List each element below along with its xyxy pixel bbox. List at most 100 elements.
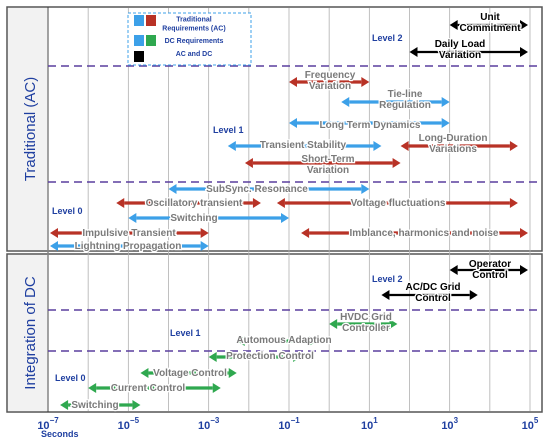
arrowhead-left [50, 241, 58, 251]
arrowhead-left [449, 20, 458, 30]
phenomenon-label: Lightning Propagation [75, 241, 182, 252]
x-tick-label: 105 [522, 416, 539, 432]
phenomenon-label: Current Control [111, 383, 186, 394]
level-label: Level 1 [170, 328, 201, 338]
arrowhead-right [361, 184, 370, 194]
phenomenon-label: Long Term Dynamics [320, 120, 421, 131]
arrowhead-left [50, 228, 58, 238]
arrowhead-left [227, 141, 236, 151]
phenomenon-hvdc-grid-controller: HVDC Grid Controller [329, 311, 398, 335]
phenomenon-transient-stability: Transient Stability [227, 139, 382, 152]
x-tick-label: 103 [441, 416, 458, 432]
phenomenon-label: Voltage fluctuations [351, 198, 446, 209]
arrowhead-right [373, 141, 382, 151]
arrowhead-right [520, 228, 528, 238]
phenomenon-voltage-control: Voltage Control [140, 367, 237, 380]
arrowhead-right [389, 319, 398, 329]
arrowhead-left [168, 184, 177, 194]
legend-label: Traditional Requirements (AC) [162, 17, 225, 33]
ac-section-label-bg [8, 8, 48, 250]
legend-swatch [134, 35, 144, 46]
phenomenon-label: SubSync. Resonance [206, 184, 308, 195]
x-tick-label: 10−7 [37, 416, 59, 432]
arrowhead-left [341, 97, 350, 107]
legend-label: AC and DC [176, 51, 213, 58]
phenomenon-oscillatory-transient: Oscillatory transient [116, 197, 261, 210]
phenomenon-label: Impulsive Transient [82, 228, 176, 239]
arrowhead-right [281, 213, 289, 223]
phenomenon-label: HVDC Grid Controller [340, 312, 392, 334]
arrowhead-left [244, 158, 253, 168]
phenomenon-label: Unit Commitment [459, 12, 521, 34]
phenomenon-impulsive-transient: Impulsive Transient [50, 227, 209, 240]
phenomenon-label: Short-Term Variation [301, 154, 354, 176]
phenomenon-label: Oscillatory transient [146, 198, 243, 209]
arrowhead-left [409, 47, 418, 57]
phenomenon-label: Transient Stability [260, 140, 347, 151]
arrowhead-left [381, 290, 390, 300]
arrowhead-left [140, 368, 149, 378]
arrowhead-right [212, 383, 221, 393]
phenomenon-unit-commitment: Unit Commitment [449, 11, 528, 35]
phenomenon-long-duration-variations: Long-Duration Variations [400, 132, 518, 156]
arrowhead-right [228, 368, 237, 378]
phenomenon-label: Voltage Control [153, 368, 227, 379]
x-tick-label: 10−5 [118, 416, 140, 432]
legend-swatch [134, 15, 144, 26]
phenomenon-label: AC/DC Grid Control [406, 282, 461, 304]
arrowhead-right [309, 336, 318, 346]
arrowhead-left [289, 77, 297, 87]
x-tick-label: 10−3 [198, 416, 220, 432]
arrowhead-right [200, 228, 209, 238]
level-label: Level 0 [55, 373, 86, 383]
x-axis-ticks: 10−7 10−5 10−3 10−1 101 103 105 [37, 416, 539, 432]
phenomenon-frequency-variation: Frequency Variation [289, 69, 370, 93]
x-tick-label: 10−1 [278, 416, 300, 432]
arrowhead-right [132, 400, 141, 410]
phenomenon-short-term-variation: Short-Term Variation [244, 153, 401, 177]
level-dividers [48, 65, 542, 352]
arrowhead-right [520, 265, 528, 275]
phenomenon-label: Protection Control [226, 351, 314, 362]
phenomenon-voltage-fluctuations: Voltage fluctuations [276, 197, 518, 210]
phenomenon-imblance-harmonics-and-noise: Imblance, harmonics and noise [301, 227, 528, 240]
level-label: Level 0 [52, 206, 83, 216]
arrowhead-right [441, 97, 450, 107]
phenomenon-label: Long-Duration Variations [419, 133, 488, 155]
arrowhead-left [449, 265, 458, 275]
section-title-dc: Integration of DC [22, 276, 39, 390]
arrowhead-left [289, 118, 297, 128]
level-label: Level 2 [372, 274, 403, 284]
level-labels: Level 2 Level 1 Level 0 Level 2 Level 1 Level… [52, 33, 403, 383]
arrowhead-left [128, 213, 137, 223]
legend: Traditional Requirements (AC) DC Requireme… [127, 12, 252, 66]
arrowhead-right [392, 158, 401, 168]
phenomenon-daily-load-variation: Daily Load Variation [409, 38, 528, 62]
phenomenon-label: Frequency Variation [305, 70, 356, 92]
arrowhead-left [236, 336, 245, 346]
arrowhead-right [469, 290, 478, 300]
legend-swatch [146, 15, 156, 26]
arrowhead-right [293, 352, 302, 362]
phenomenon-label: Imblance, harmonics and noise [350, 228, 499, 239]
level-label: Level 1 [213, 125, 244, 135]
phenomenon-switching: Switching [60, 399, 141, 412]
arrowhead-right [252, 198, 261, 208]
phenomenon-label: Operator Control [469, 259, 511, 281]
phenomenon-switching: Switching [128, 212, 289, 225]
phenomenon-tie-line-regulation: Tie-line Regulation [341, 88, 450, 112]
phenomenon-protection-control: Protection Control [208, 350, 315, 363]
arrowhead-right [509, 141, 518, 151]
arrowhead-right [509, 198, 518, 208]
phenomenon-long-term-dynamics: Long Term Dynamics [289, 118, 450, 132]
arrowhead-left [88, 383, 97, 393]
legend-swatch [134, 51, 144, 62]
phenomenon-operator-control: Operator Control [449, 258, 528, 282]
arrowhead-left [400, 141, 409, 151]
dc-section-label-bg [8, 255, 48, 411]
vertical-gridlines [47, 8, 531, 411]
arrowhead-left [208, 352, 217, 362]
phenomenon-label: Tie-line Regulation [379, 89, 431, 111]
x-tick-label: 101 [361, 416, 378, 432]
